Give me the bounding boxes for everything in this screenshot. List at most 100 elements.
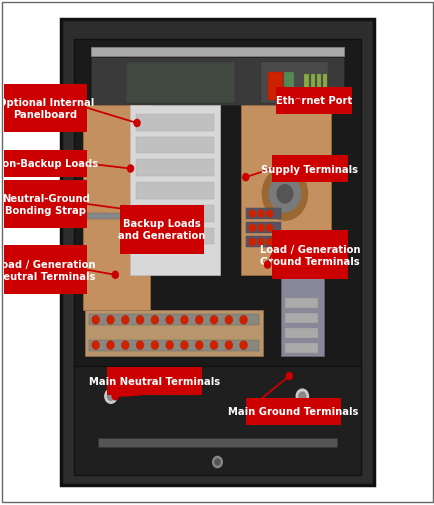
Bar bbox=[284, 328, 317, 338]
FancyBboxPatch shape bbox=[276, 87, 352, 115]
Text: Non-Backup Loads: Non-Backup Loads bbox=[0, 159, 98, 169]
Bar bbox=[91, 48, 343, 57]
Bar bbox=[284, 298, 317, 308]
Bar bbox=[98, 438, 336, 447]
Bar bbox=[267, 73, 282, 101]
Bar bbox=[135, 183, 214, 199]
Bar bbox=[74, 40, 360, 369]
Circle shape bbox=[225, 316, 232, 324]
Text: Optional Internal
Panelboard: Optional Internal Panelboard bbox=[0, 97, 94, 120]
Bar bbox=[304, 75, 308, 97]
Circle shape bbox=[136, 341, 143, 349]
Text: Supply Terminals: Supply Terminals bbox=[261, 164, 358, 174]
Circle shape bbox=[294, 100, 300, 107]
Circle shape bbox=[210, 341, 217, 349]
Circle shape bbox=[92, 316, 99, 324]
Circle shape bbox=[266, 239, 272, 246]
Circle shape bbox=[181, 316, 187, 324]
Circle shape bbox=[107, 316, 114, 324]
Bar bbox=[280, 278, 323, 356]
Bar bbox=[135, 206, 214, 222]
Bar bbox=[322, 75, 326, 97]
Bar bbox=[245, 223, 280, 234]
Circle shape bbox=[210, 316, 217, 324]
Circle shape bbox=[262, 168, 307, 221]
Bar bbox=[245, 209, 280, 220]
Circle shape bbox=[112, 393, 118, 400]
Circle shape bbox=[257, 211, 263, 218]
FancyBboxPatch shape bbox=[245, 398, 341, 425]
Circle shape bbox=[264, 262, 270, 269]
FancyBboxPatch shape bbox=[106, 368, 202, 395]
Circle shape bbox=[181, 341, 187, 349]
Circle shape bbox=[266, 211, 272, 218]
Bar bbox=[89, 315, 258, 326]
Circle shape bbox=[240, 341, 247, 349]
Bar bbox=[85, 311, 263, 356]
Bar bbox=[135, 115, 214, 131]
Circle shape bbox=[225, 341, 232, 349]
Text: Neutral-Ground
Bonding Strap: Neutral-Ground Bonding Strap bbox=[2, 193, 89, 216]
Bar bbox=[241, 106, 330, 275]
Bar bbox=[61, 20, 373, 485]
Circle shape bbox=[266, 225, 272, 232]
Text: Ethernet Port: Ethernet Port bbox=[276, 96, 352, 106]
Text: Main Ground Terminals: Main Ground Terminals bbox=[228, 407, 358, 417]
Circle shape bbox=[269, 176, 300, 213]
Circle shape bbox=[151, 341, 158, 349]
Circle shape bbox=[134, 120, 140, 127]
Circle shape bbox=[121, 206, 127, 213]
Circle shape bbox=[257, 225, 263, 232]
FancyBboxPatch shape bbox=[4, 246, 87, 294]
Circle shape bbox=[249, 211, 255, 218]
Circle shape bbox=[122, 316, 128, 324]
FancyBboxPatch shape bbox=[4, 84, 87, 133]
Bar bbox=[316, 75, 320, 97]
Circle shape bbox=[276, 185, 292, 204]
Circle shape bbox=[166, 341, 173, 349]
Circle shape bbox=[107, 392, 114, 400]
Circle shape bbox=[240, 316, 247, 324]
Circle shape bbox=[127, 166, 133, 173]
Bar bbox=[82, 106, 150, 311]
Bar bbox=[89, 340, 258, 351]
Bar bbox=[135, 228, 214, 245]
Circle shape bbox=[214, 459, 220, 465]
Bar bbox=[135, 160, 214, 177]
Bar bbox=[284, 343, 317, 354]
FancyBboxPatch shape bbox=[271, 156, 347, 183]
Circle shape bbox=[92, 341, 99, 349]
Bar bbox=[130, 106, 219, 275]
Circle shape bbox=[286, 373, 292, 380]
Circle shape bbox=[195, 341, 202, 349]
FancyBboxPatch shape bbox=[4, 180, 87, 229]
Text: Main Neutral Terminals: Main Neutral Terminals bbox=[89, 376, 220, 386]
Circle shape bbox=[257, 239, 263, 246]
FancyBboxPatch shape bbox=[4, 150, 87, 178]
FancyBboxPatch shape bbox=[119, 206, 204, 254]
Bar bbox=[74, 366, 360, 475]
Bar bbox=[284, 313, 317, 323]
Bar bbox=[310, 75, 314, 97]
Circle shape bbox=[112, 272, 118, 279]
Circle shape bbox=[249, 239, 255, 246]
Circle shape bbox=[195, 316, 202, 324]
Text: Load / Generation
Ground Terminals: Load / Generation Ground Terminals bbox=[259, 244, 359, 266]
Circle shape bbox=[136, 316, 143, 324]
Bar bbox=[135, 137, 214, 154]
Bar bbox=[245, 237, 280, 248]
Circle shape bbox=[298, 392, 305, 400]
Circle shape bbox=[242, 174, 248, 181]
Circle shape bbox=[249, 225, 255, 232]
Bar bbox=[283, 73, 294, 101]
Text: Load / Generation
Neutral Terminals: Load / Generation Neutral Terminals bbox=[0, 259, 96, 281]
Circle shape bbox=[166, 316, 173, 324]
Text: Backup Loads
and Generation: Backup Loads and Generation bbox=[118, 219, 205, 241]
Circle shape bbox=[212, 457, 222, 468]
Bar bbox=[87, 214, 122, 220]
Bar bbox=[91, 58, 343, 106]
Circle shape bbox=[105, 389, 117, 403]
Bar bbox=[126, 63, 234, 104]
Circle shape bbox=[151, 316, 158, 324]
Bar bbox=[260, 63, 328, 104]
